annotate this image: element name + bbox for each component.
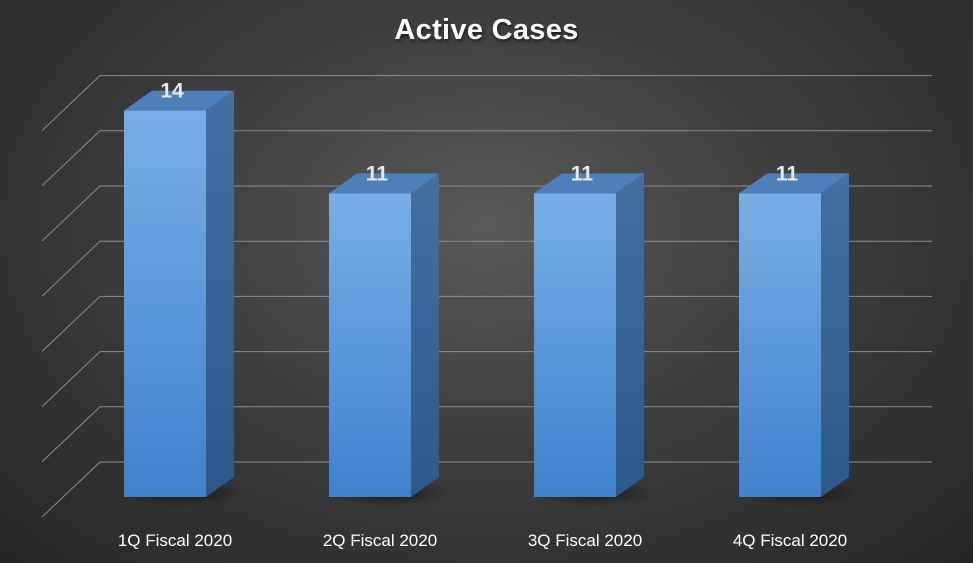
bars xyxy=(121,90,860,507)
gridline-diagonal xyxy=(41,185,101,242)
gridline-diagonal xyxy=(41,461,101,518)
bar-top-face xyxy=(329,173,439,194)
bar-2 xyxy=(329,193,411,497)
data-label: 11 xyxy=(776,162,799,185)
category-label: 4Q Fiscal 2020 xyxy=(733,531,847,550)
gridline-diagonal xyxy=(41,130,101,187)
gridline-diagonal xyxy=(41,296,101,352)
data-label: 11 xyxy=(571,162,594,185)
gridline-diagonal xyxy=(41,240,101,297)
data-label: 11 xyxy=(366,162,389,185)
data-label: 14 xyxy=(160,80,184,103)
chart-title: Active Cases xyxy=(394,14,579,46)
bar-4 xyxy=(739,193,821,497)
gridline-diagonal xyxy=(41,75,101,131)
category-label: 2Q Fiscal 2020 xyxy=(323,531,437,550)
bar-side-face xyxy=(411,173,439,497)
gridline-diagonal xyxy=(41,351,101,407)
labels: 14 1Q Fiscal 2020 11 2Q Fiscal 2020 11 3Q Fis… xyxy=(118,80,847,550)
gridline-diagonal xyxy=(41,406,101,463)
bar-top-face xyxy=(124,90,234,111)
bar-side-face xyxy=(821,173,849,497)
bar-3 xyxy=(534,193,616,497)
bar-side-face xyxy=(616,173,644,497)
bar-side-face xyxy=(206,90,234,497)
bar-top-face xyxy=(739,173,849,194)
category-label: 1Q Fiscal 2020 xyxy=(118,531,232,550)
category-label: 3Q Fiscal 2020 xyxy=(528,531,642,550)
bar-1 xyxy=(124,110,206,497)
bar-top-face xyxy=(534,173,644,194)
